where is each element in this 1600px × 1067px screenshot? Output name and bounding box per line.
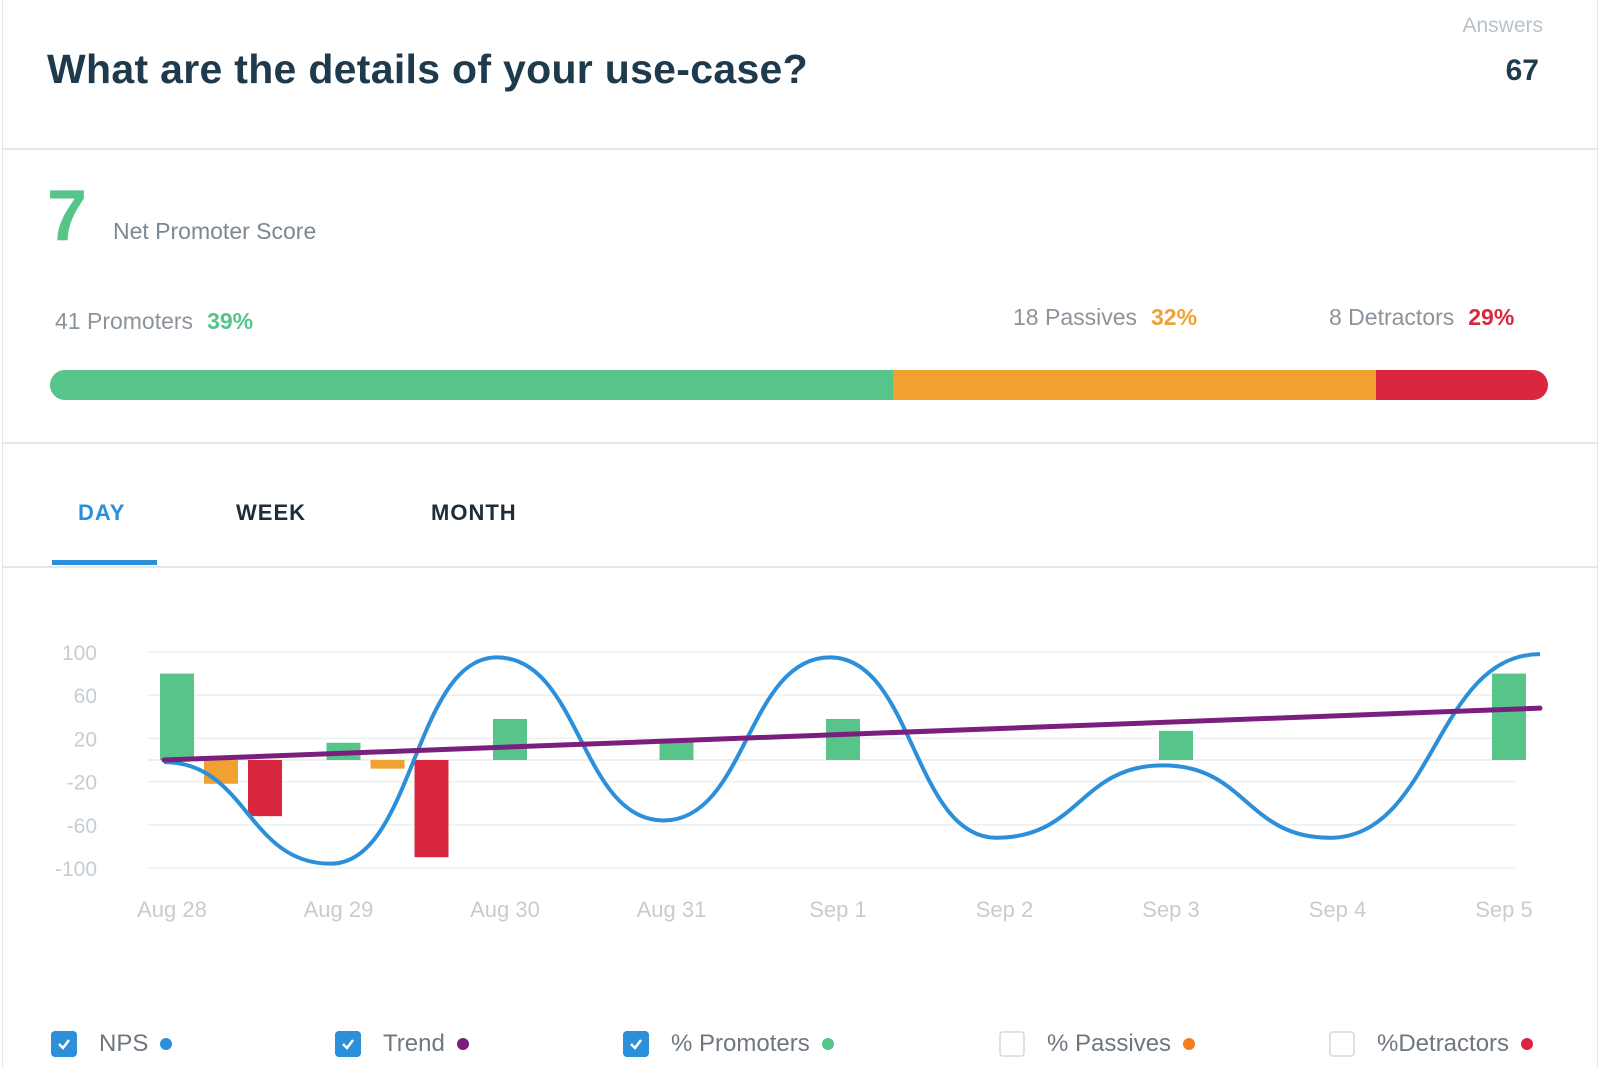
bar: [659, 740, 694, 760]
bar: [204, 760, 238, 784]
trend-checkbox[interactable]: [335, 1031, 361, 1057]
legend-passives-dot: [1183, 1038, 1196, 1050]
tab-week[interactable]: WEEK: [236, 500, 306, 525]
x-tick-label: Aug 31: [637, 897, 707, 922]
promoters-pct: 39%: [207, 308, 254, 334]
passives-label: 18 Passives: [1013, 304, 1138, 330]
promoters-segment: [50, 370, 894, 400]
tab-day[interactable]: DAY: [78, 500, 126, 525]
legend-nps-label: NPS: [99, 1030, 149, 1057]
legend-passives[interactable]: % Passives: [999, 1030, 1196, 1058]
legend-trend-dot: [456, 1038, 469, 1050]
y-tick-label: -60: [67, 815, 97, 838]
nps-distribution-bar: [50, 370, 1548, 400]
bar: [493, 718, 527, 760]
legend-nps-dot: [160, 1038, 173, 1050]
divider: [3, 566, 1597, 568]
y-tick-label: -20: [67, 772, 97, 795]
promoters-checkbox[interactable]: [623, 1031, 649, 1057]
promoters-label: 41 Promoters: [55, 308, 194, 334]
detractors-segment: [1375, 370, 1548, 400]
bar: [160, 673, 194, 760]
y-tick-label: 100: [62, 642, 97, 665]
legend-promoters-dot: [821, 1038, 834, 1050]
legend-detractors[interactable]: %Detractors: [1329, 1030, 1534, 1058]
legend-detractors-label: %Detractors: [1377, 1030, 1510, 1057]
checkmark-icon: [342, 1039, 354, 1050]
legend-trend[interactable]: Trend: [335, 1030, 469, 1058]
nps-score: 7: [47, 176, 88, 256]
bar: [370, 760, 405, 769]
divider: [3, 148, 1597, 150]
nps-label: Net Promoter Score: [113, 218, 317, 244]
detractors-label: 8 Detractors: [1329, 304, 1455, 330]
bar: [1159, 730, 1193, 760]
nps-chart: 100 60 20 -20 -60 -100 Aug 28 Aug 29 Aug 30 Aug 3…: [55, 642, 1543, 922]
x-tick-label: Sep 2: [976, 897, 1034, 922]
passives-pct: 32%: [1151, 304, 1198, 330]
legend-detractors-dot: [1521, 1038, 1534, 1050]
x-tick-label: Sep 5: [1475, 897, 1533, 922]
question-title: What are the details of your use-case?: [47, 46, 808, 92]
active-tab-indicator: [52, 560, 157, 565]
x-tick-label: Sep 4: [1309, 897, 1367, 922]
x-tick-label: Aug 28: [137, 897, 207, 922]
checkmark-icon: [58, 1039, 70, 1050]
detractors-pct: 29%: [1468, 304, 1515, 330]
passives-stat: 18 Passives 32%: [1013, 304, 1197, 331]
detractors-stat: 8 Detractors 29%: [1329, 304, 1514, 331]
nps-line: [163, 652, 1541, 866]
nps-checkbox[interactable]: [51, 1031, 77, 1057]
x-tick-label: Sep 3: [1142, 897, 1200, 922]
legend-nps[interactable]: NPS: [51, 1030, 173, 1058]
x-tick-label: Aug 29: [304, 897, 374, 922]
legend-promoters[interactable]: % Promoters: [623, 1030, 834, 1058]
x-tick-label: Aug 30: [470, 897, 540, 922]
trend-line: [161, 705, 1543, 763]
divider: [3, 442, 1597, 444]
bar: [248, 760, 282, 817]
y-tick-label: 20: [74, 728, 97, 751]
tab-month[interactable]: MONTH: [431, 500, 517, 525]
answers-count: 67: [1505, 54, 1539, 87]
bar: [414, 760, 449, 858]
passives-segment: [893, 370, 1376, 400]
legend-promoters-label: % Promoters: [671, 1030, 810, 1057]
detractors-checkbox[interactable]: [1329, 1031, 1355, 1057]
x-tick-label: Sep 1: [809, 897, 867, 922]
passives-checkbox[interactable]: [999, 1031, 1025, 1057]
bar: [1492, 673, 1526, 760]
promoters-stat: 41 Promoters 39%: [55, 308, 253, 335]
checkmark-icon: [630, 1039, 642, 1050]
bar: [826, 718, 860, 760]
answers-label: Answers: [1462, 14, 1543, 37]
y-tick-label: -100: [55, 858, 97, 881]
legend-trend-label: Trend: [383, 1030, 445, 1057]
y-tick-label: 60: [74, 685, 97, 708]
legend-passives-label: % Passives: [1047, 1030, 1172, 1057]
